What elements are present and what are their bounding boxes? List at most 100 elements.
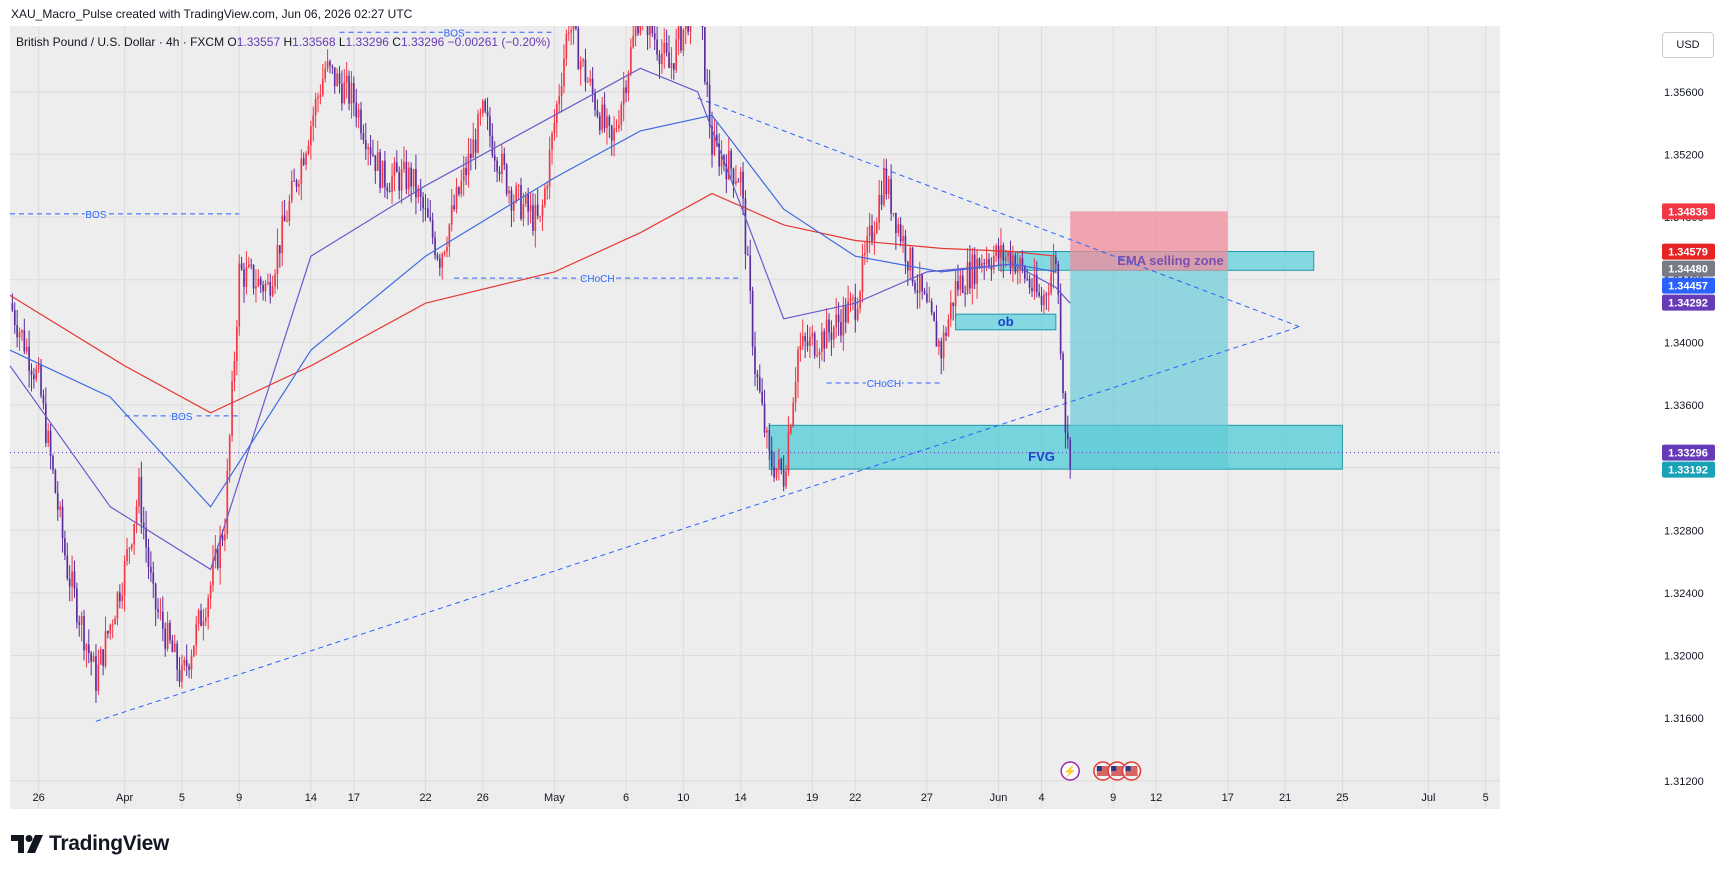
candle-body: [646, 26, 649, 36]
candle-body: [107, 631, 109, 634]
candle-body: [515, 185, 518, 202]
ema-blue-line: [9, 114, 1057, 508]
candle-body: [797, 349, 799, 382]
candle-body: [470, 153, 472, 158]
lightning-event-icon[interactable]: [1060, 761, 1080, 781]
candle-body: [782, 469, 785, 487]
price-axis-label: [1662, 203, 1715, 220]
candle-body: [897, 224, 900, 233]
candle-body: [1043, 294, 1045, 306]
price-axis-label-text: 1.33192: [1668, 465, 1708, 477]
candle-body: [154, 583, 157, 610]
legend-part: British Pound / U.S. Dollar · 4h · FXCM: [16, 35, 227, 49]
candle-body: [541, 205, 544, 217]
candle-body: [732, 168, 735, 184]
candle-body: [608, 116, 611, 126]
candle-body: [577, 28, 580, 70]
candle-body: [780, 458, 783, 470]
candle-body: [589, 78, 592, 82]
candle-body: [54, 470, 57, 493]
candle-body: [591, 78, 594, 93]
candle-body: [938, 340, 940, 347]
candle-body: [665, 42, 668, 53]
candle-body: [317, 96, 319, 99]
candle-body: [727, 150, 730, 180]
candle-body: [114, 618, 116, 625]
candle-body: [116, 592, 119, 619]
candle-body: [618, 125, 620, 129]
candle-body: [806, 341, 809, 347]
candle-body: [1028, 278, 1031, 288]
candle-body: [274, 274, 276, 287]
candle-body: [166, 622, 169, 649]
position-stop-area[interactable]: [1070, 211, 1228, 271]
price-axis-label: [1662, 243, 1715, 260]
candle-body: [548, 149, 551, 187]
candle-body: [443, 251, 446, 254]
candle-body: [207, 598, 210, 617]
candle-body: [173, 643, 176, 652]
candle-body: [35, 369, 38, 380]
candle-body: [978, 258, 981, 269]
candle-body: [510, 190, 513, 211]
y-tick-label: 1.31200: [1664, 776, 1704, 788]
candle-body: [823, 331, 826, 349]
legend-part: C: [392, 35, 401, 49]
candle-body: [21, 330, 23, 333]
candle-body: [68, 578, 71, 587]
candle-body: [481, 100, 484, 114]
candle-body: [708, 85, 711, 126]
candle-body: [37, 364, 40, 370]
price-axis[interactable]: [1500, 26, 1731, 812]
candle-body: [701, 26, 704, 28]
candle-body: [462, 167, 465, 182]
candle-body: [610, 125, 613, 141]
candle-body: [441, 253, 444, 268]
candle-body: [109, 624, 112, 634]
y-tick-label: 1.35600: [1664, 87, 1704, 99]
candle-body: [615, 128, 618, 130]
candle-body: [601, 104, 604, 131]
y-tick-label: 1.32000: [1664, 651, 1704, 663]
zone-box[interactable]: [768, 424, 1343, 470]
candle-body: [672, 63, 675, 70]
x-tick-label: 9: [1110, 792, 1116, 804]
zone-box[interactable]: [955, 313, 1057, 331]
candle-body: [233, 361, 236, 382]
structure-label: BOS: [171, 412, 192, 423]
structure-label: BOS: [444, 28, 465, 39]
candle-body: [775, 468, 778, 478]
candle-body: [240, 263, 243, 270]
candle-body: [1066, 432, 1069, 440]
y-tick-label: 1.32800: [1664, 525, 1704, 537]
candle-body: [532, 205, 534, 231]
symbol-legend[interactable]: British Pound / U.S. Dollar · 4h · FXCM …: [16, 35, 550, 49]
candle-body: [255, 286, 257, 289]
candle-body: [90, 653, 93, 662]
candle-body: [594, 92, 596, 111]
candle-body: [450, 205, 453, 225]
candle-body: [751, 290, 754, 347]
x-tick-label: 25: [1336, 792, 1348, 804]
candle-body: [961, 275, 964, 293]
candle-body: [269, 281, 272, 296]
position-target-area[interactable]: [1070, 270, 1228, 469]
candle-body: [262, 284, 264, 292]
candle-body: [1031, 287, 1033, 292]
brand-name: TradingView: [49, 832, 170, 855]
candle-body: [438, 258, 441, 268]
candle-body: [302, 158, 305, 165]
legend-part: L: [339, 35, 346, 49]
chart-area[interactable]: 1.356001.352001.348001.344001.340001.336…: [0, 26, 1731, 812]
candle-body: [940, 340, 943, 359]
candle-body: [661, 53, 663, 64]
candle-body: [388, 191, 391, 193]
candle-body: [928, 301, 931, 303]
candle-body: [1021, 258, 1024, 267]
candle-body: [527, 194, 529, 212]
candle-body: [298, 184, 300, 187]
candle-body: [758, 377, 761, 392]
currency-button[interactable]: USD: [1662, 32, 1714, 58]
trendline[interactable]: [95, 326, 1300, 722]
candle-body: [682, 28, 685, 51]
